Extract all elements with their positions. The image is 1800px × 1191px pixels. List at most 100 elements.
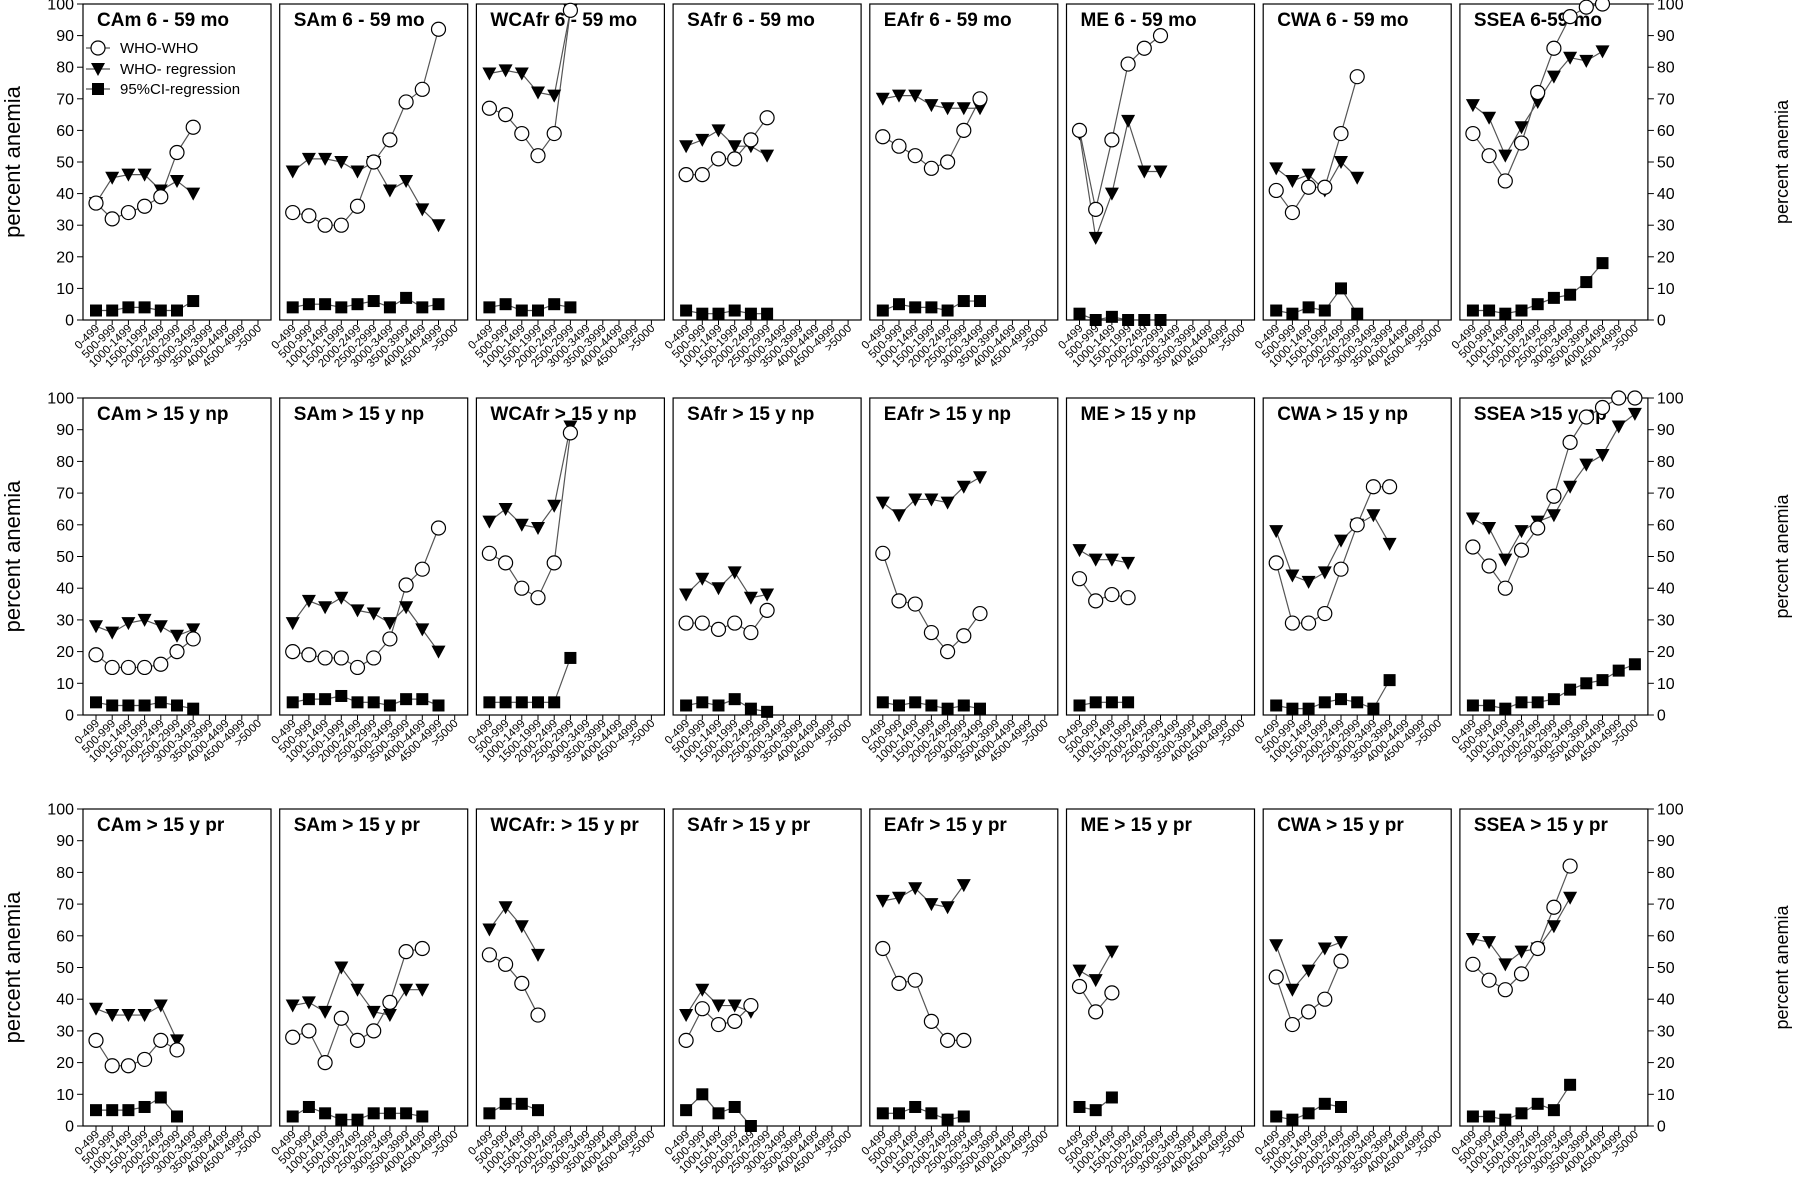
y-tick-label: 40	[56, 186, 74, 203]
ci-regression-point	[1580, 677, 1593, 690]
y-tick-label-right: 70	[1657, 91, 1675, 108]
who-who-point	[727, 615, 743, 631]
y-tick-label: 70	[56, 91, 74, 108]
who-who-point	[1465, 125, 1481, 142]
chart-panel: ME > 15 y pr0-499500-9991000-14991500-19…	[1056, 808, 1256, 1176]
who-regression-point	[908, 882, 923, 896]
ci-regression-point	[1628, 658, 1641, 671]
ci-regression-point	[416, 301, 429, 314]
who-regression-point	[366, 1005, 381, 1019]
ci-regression-point	[1499, 307, 1512, 320]
who-regression-point	[1482, 111, 1497, 125]
y-tick-label-right: 50	[1657, 155, 1675, 172]
who-regression-point	[1334, 936, 1348, 950]
who-regression-point	[1317, 566, 1332, 580]
who-regression-point	[1301, 575, 1316, 589]
who-who-point	[1594, 399, 1611, 416]
who-who-point	[88, 1032, 104, 1049]
ci-regression-point	[1302, 702, 1315, 715]
who-who-point	[1120, 590, 1136, 606]
who-who-line	[1275, 486, 1390, 624]
y-tick-label: 90	[56, 833, 74, 850]
who-who-point	[530, 1007, 546, 1023]
who-who-point	[1284, 1016, 1301, 1033]
y-tick-label-right: 50	[1657, 960, 1675, 977]
who-regression-point	[382, 617, 397, 631]
chart-panel: SAm 6 - 59 mo0-499500-9991000-14991500-1…	[270, 3, 469, 370]
ci-regression-point	[1547, 1104, 1560, 1117]
who-who-point	[743, 997, 759, 1014]
ci-regression-point	[957, 1110, 970, 1123]
who-regression-point	[1498, 958, 1513, 972]
ci-regression-point	[909, 1100, 922, 1113]
legend-label-who-regression: WHO- regression	[120, 61, 236, 78]
who-regression-point	[1088, 974, 1103, 988]
ci-regression-point	[1073, 699, 1086, 712]
ci-regression-point	[1335, 693, 1347, 706]
who-regression-point	[760, 588, 775, 602]
ci-regression-point	[90, 1104, 102, 1117]
chart-panel: CAm > 15 y pr 0 10 20 30 40 50 60 70 80 90 100 perce…	[0, 802, 272, 1176]
y-tick-label-right: 20	[1657, 249, 1675, 266]
who-regression-point	[1546, 509, 1561, 523]
who-who-point	[366, 1023, 382, 1039]
who-who-point	[1333, 953, 1349, 969]
who-who-point	[1513, 542, 1530, 558]
ci-regression-point	[1483, 699, 1496, 712]
y-tick-label: 30	[56, 218, 74, 235]
who-who-point	[349, 198, 366, 214]
who-who-point	[1088, 1004, 1104, 1020]
who-who-point	[104, 1058, 120, 1074]
y-tick-label-right: 30	[1657, 1023, 1675, 1040]
ci-regression-point	[483, 1107, 496, 1120]
y-tick-label: 40	[56, 581, 74, 598]
who-who-point	[678, 615, 694, 631]
who-who-point	[891, 975, 907, 991]
chart-panel: SAm > 15 y np0-499500-9991000-14991500-1…	[270, 397, 469, 765]
ci-regression-point	[1105, 696, 1118, 709]
y-tick-label: 90	[56, 28, 74, 45]
who-who-point	[301, 1023, 317, 1039]
who-regression-point	[1546, 70, 1561, 84]
who-regression-point	[137, 613, 152, 627]
who-regression-point	[482, 515, 497, 529]
y-tick-label-right: 70	[1657, 897, 1675, 914]
who-who-point	[104, 659, 120, 676]
who-who-point	[398, 94, 414, 110]
y-tick-label: 90	[56, 422, 74, 439]
who-regression-point	[153, 620, 168, 634]
ci-regression-point	[302, 693, 315, 706]
who-regression-line	[292, 158, 439, 226]
who-regression-point	[105, 171, 120, 185]
ci-regression-point	[1466, 1110, 1479, 1123]
legend-label-ci-regression: 95%CI-regression	[120, 81, 240, 98]
ci-regression-point	[1466, 699, 1479, 712]
ci-regression-point	[1073, 307, 1086, 320]
ci-regression-point	[351, 1113, 364, 1126]
ci-regression-point	[122, 699, 135, 712]
who-who-point	[498, 956, 514, 972]
ci-regression-point	[1483, 304, 1496, 317]
ci-regression-point	[138, 301, 151, 314]
who-who-point	[1562, 9, 1578, 25]
who-regression-line	[292, 596, 439, 652]
y-tick-label-right: 50	[1657, 549, 1675, 566]
who-regression-point	[892, 891, 906, 905]
y-axis-title-right: percent anemia	[1772, 904, 1792, 1029]
ci-regression-point	[1105, 310, 1118, 323]
who-regression-point	[1104, 553, 1119, 567]
ci-regression-point	[1138, 314, 1151, 326]
who-who-point	[1365, 479, 1382, 495]
who-regression-point	[170, 174, 184, 188]
ci-regression-point	[1515, 696, 1528, 709]
legend-marker-who-regression	[91, 63, 105, 76]
who-regression-point	[334, 961, 349, 975]
y-tick-label: 60	[56, 928, 74, 945]
who-who-point	[710, 621, 727, 638]
who-regression-point	[170, 629, 184, 643]
ci-regression-point	[532, 1104, 544, 1117]
who-who-point	[562, 2, 579, 18]
who-who-point	[514, 125, 530, 142]
ci-regression-point	[728, 304, 741, 317]
who-regression-point	[285, 617, 300, 631]
